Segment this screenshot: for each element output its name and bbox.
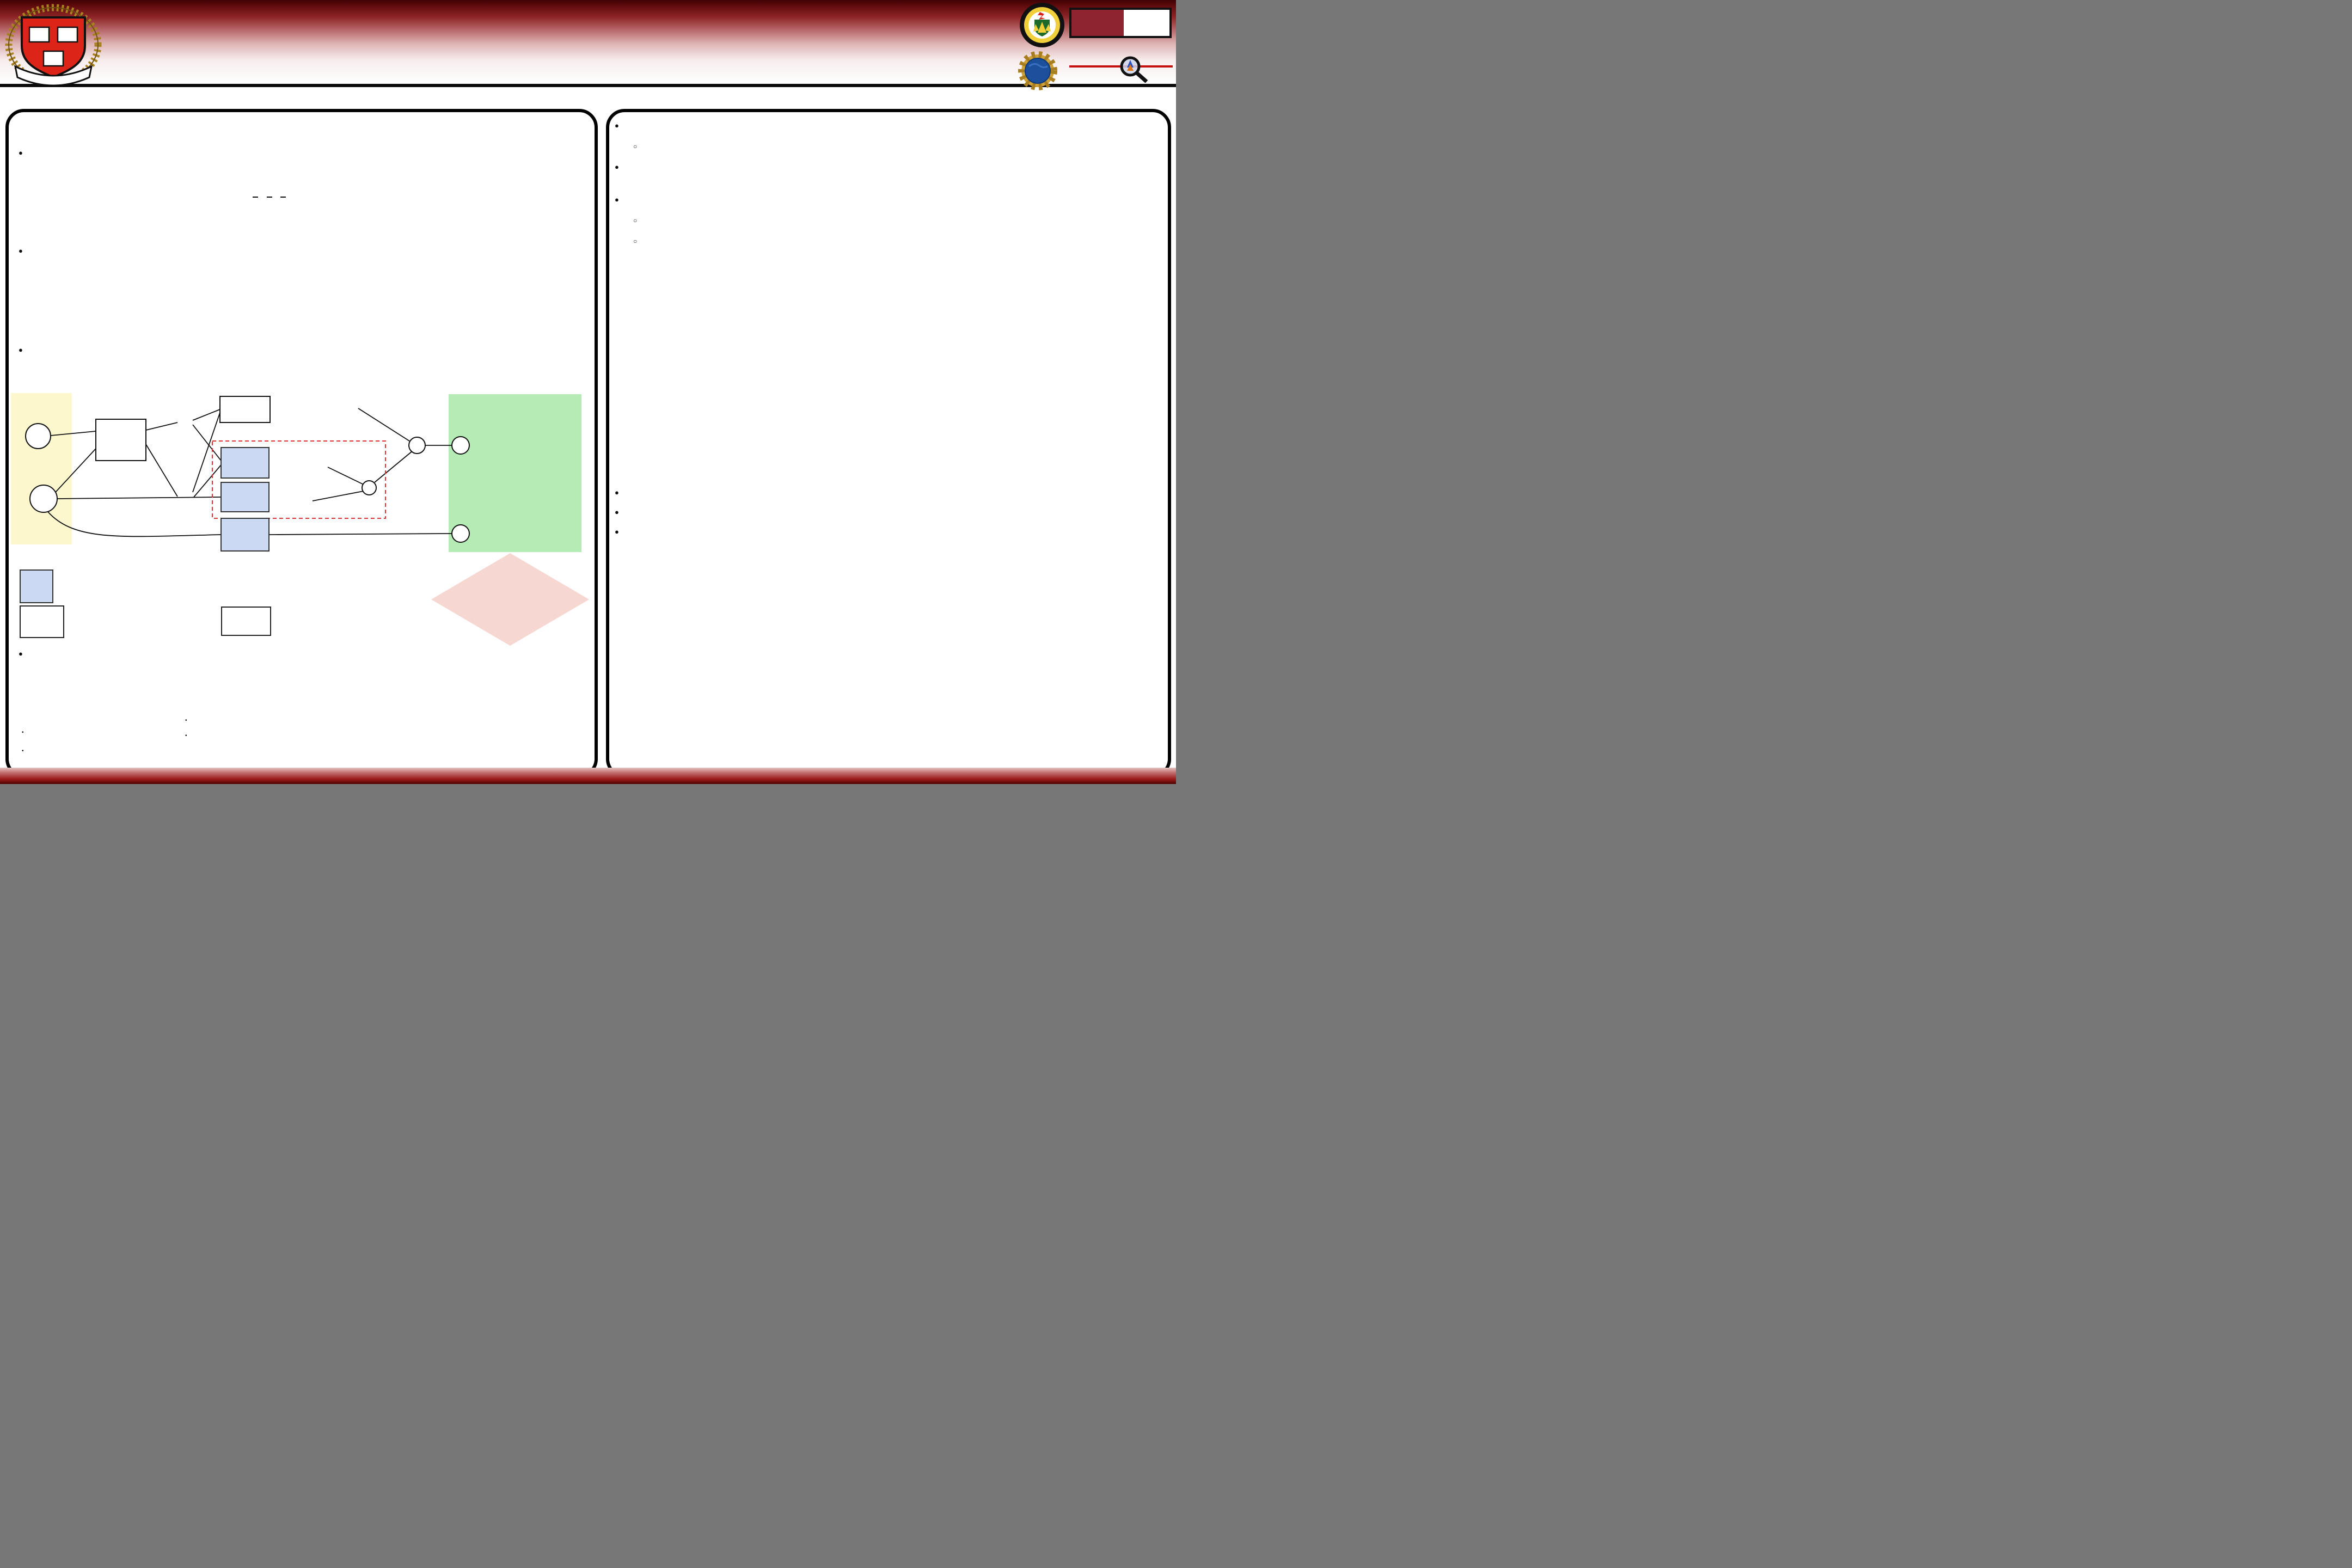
atomic-unit-box	[95, 419, 146, 461]
ref-nersc: •	[22, 748, 24, 754]
output-band	[449, 394, 581, 552]
eq2-f1n	[253, 196, 258, 198]
lcao-legend-box	[221, 607, 271, 636]
results-top-bullets: ● ○ ● ● ○ ○	[615, 118, 936, 254]
results-content: ● ○ ● ● ○ ○ ● ● ●	[606, 109, 1171, 777]
energy-vs-R-chart	[609, 569, 897, 702]
poster-root: ● ● ●	[0, 0, 1176, 784]
wavefunctions-chart	[608, 320, 832, 481]
input-band	[11, 393, 72, 544]
bullet-continuous-surfaces: ●	[19, 646, 449, 662]
wavefunction-surface-R1	[839, 340, 998, 477]
loss-vs-iterations-chart	[935, 112, 1167, 316]
footer-strip	[0, 768, 1176, 784]
bullet-accurate-solutions: ●	[615, 195, 619, 204]
results-panel	[606, 109, 1171, 777]
atomic-unit-legend-box	[20, 605, 64, 638]
aro-logo	[1020, 3, 1064, 47]
gate-vs-R-chart	[902, 700, 1167, 775]
bullet-inversion-symmetry: ○	[633, 217, 638, 224]
fasrc-rc-text	[1124, 10, 1169, 36]
bullet-schrodinger: ●	[19, 145, 421, 161]
harvard-logo	[5, 4, 102, 85]
energy-unit-box	[220, 518, 270, 552]
bullet-total-energies: ●	[615, 508, 619, 516]
hamiltonian-equation	[250, 188, 288, 204]
results-mid-bullets: ● ● ●	[615, 485, 1159, 543]
fc-legend-swatch	[20, 569, 53, 603]
bullet-marker: ●	[19, 346, 23, 354]
lcao-box	[219, 396, 271, 423]
bullet-fine-tuning: ○	[633, 143, 638, 150]
bullet-asymptotic-behavior: ○	[633, 237, 638, 245]
diagram-connectors	[47, 408, 452, 537]
bullet-marker: ●	[19, 247, 23, 255]
hadamard-node	[362, 480, 377, 495]
bullet-data-free-pinns: ●	[19, 243, 432, 259]
bullet-training-time: ●	[615, 163, 619, 171]
nsf-logo	[1018, 51, 1057, 90]
bullet-training-set: ●	[615, 121, 619, 130]
header-banner	[0, 0, 1176, 90]
eq2-f2n	[266, 196, 272, 198]
fasrc-logo	[1069, 8, 1172, 38]
fasrc-fas-text	[1071, 10, 1124, 36]
bullet-pinn-architecture: ●	[19, 342, 411, 358]
psi-output-node	[451, 436, 470, 455]
error-vs-R-chart	[609, 700, 897, 775]
gate-box	[220, 482, 270, 512]
input-node-r	[25, 423, 51, 449]
bullet-marker: ●	[19, 149, 23, 157]
bullet-analytical-results: ●	[615, 528, 619, 536]
wavefunction-surface-R2	[1002, 340, 1161, 477]
energy-output-node	[451, 524, 470, 543]
pinn-section-content: ● ● ●	[5, 109, 598, 777]
pinn-architecture-diagram	[11, 393, 581, 552]
force-vs-R-chart	[902, 569, 1167, 702]
sum-node	[408, 437, 426, 454]
basis-box	[220, 447, 270, 479]
bullet-marker: ●	[19, 650, 23, 658]
bullet-neural-corrections: ●	[615, 488, 619, 497]
ref-cannon: •	[185, 718, 187, 724]
eq2-f3n	[280, 196, 286, 198]
ciqm-logo	[1069, 56, 1173, 83]
freeze-region	[212, 440, 386, 519]
ref-ciqm: •	[185, 733, 187, 739]
input-node-R	[29, 485, 58, 513]
qr-code	[498, 679, 590, 772]
ref-aro: •	[22, 730, 24, 736]
